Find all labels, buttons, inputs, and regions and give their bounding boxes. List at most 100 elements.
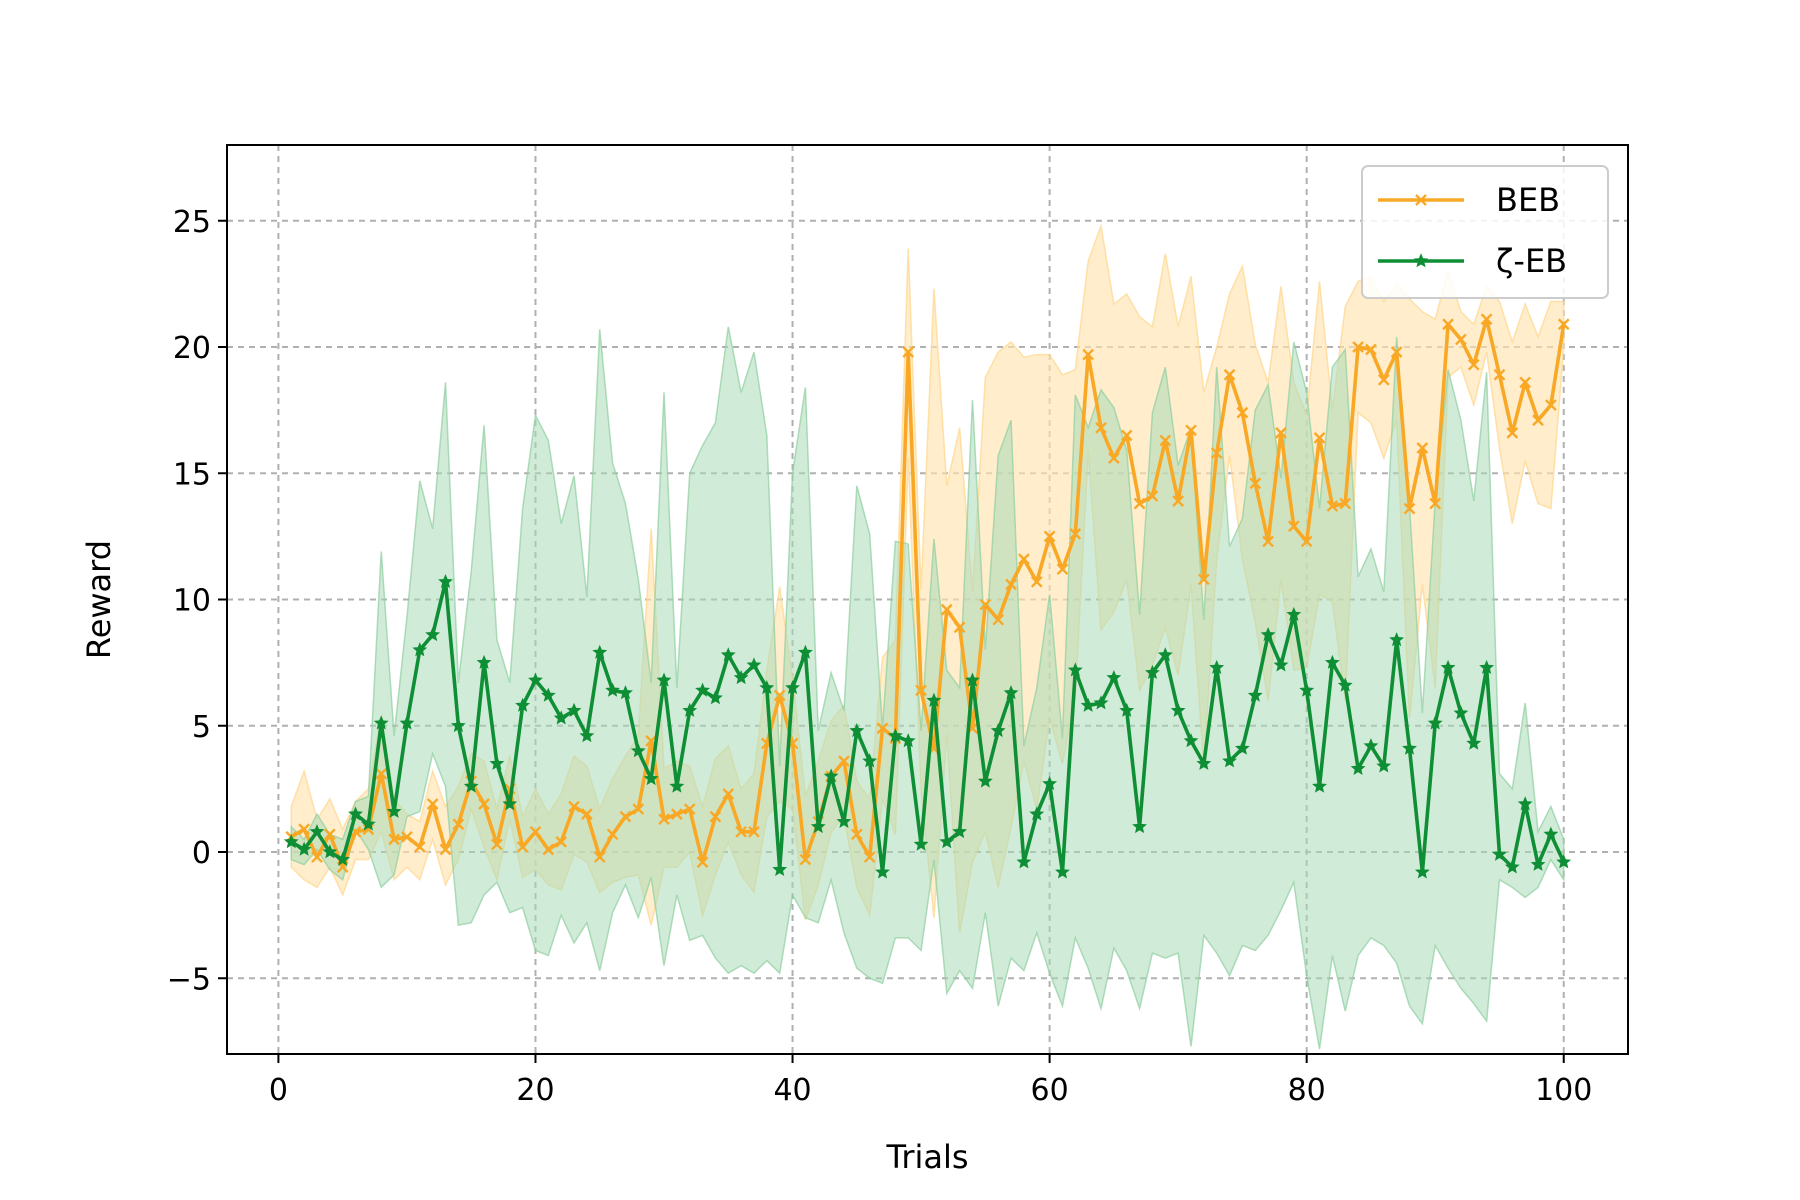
data-point-zeta-eb xyxy=(1363,738,1379,753)
data-point-zeta-eb xyxy=(1196,755,1212,770)
data-point-zeta-eb xyxy=(322,844,338,859)
marker-stroke xyxy=(850,828,863,841)
data-point-zeta-eb xyxy=(579,728,595,743)
marker-stroke xyxy=(298,823,310,836)
data-point-zeta-eb xyxy=(463,778,479,793)
series-line-zeta-eb xyxy=(290,580,1566,875)
marker-stroke xyxy=(696,856,709,868)
marker-stroke xyxy=(1185,424,1197,437)
data-point-beb xyxy=(1506,427,1519,439)
data-point-beb xyxy=(542,843,555,856)
marker-stroke xyxy=(735,825,747,838)
data-point-zeta-eb xyxy=(1119,702,1135,717)
marker-stroke xyxy=(1069,528,1082,540)
data-point-beb xyxy=(799,853,812,866)
data-point-zeta-eb xyxy=(348,806,363,821)
marker-stroke xyxy=(915,684,927,697)
data-point-beb xyxy=(1467,358,1480,371)
data-point-zeta-eb xyxy=(1042,776,1058,791)
marker-stroke xyxy=(1339,497,1352,510)
marker-stroke xyxy=(1365,343,1377,356)
data-point-zeta-eb xyxy=(939,834,955,849)
data-point-beb xyxy=(426,798,439,810)
marker-stroke xyxy=(838,755,850,767)
marker-stroke xyxy=(1275,427,1287,439)
data-point-zeta-eb xyxy=(913,836,929,851)
marker-stroke xyxy=(349,825,362,838)
data-point-beb xyxy=(311,851,323,863)
marker-stroke xyxy=(439,843,452,856)
data-point-beb xyxy=(1172,495,1184,507)
data-point-beb xyxy=(516,841,529,853)
data-point-beb xyxy=(863,851,876,863)
marker-stroke xyxy=(979,598,992,611)
data-point-zeta-eb xyxy=(1299,682,1315,697)
data-point-beb xyxy=(850,828,863,841)
data-point-beb xyxy=(478,798,490,810)
marker-stroke xyxy=(1005,578,1017,591)
marker-stroke xyxy=(1223,368,1236,381)
y-tick-label: 25 xyxy=(173,205,211,240)
data-point-beb xyxy=(1210,447,1223,459)
marker-stroke xyxy=(1519,376,1532,389)
data-point-beb xyxy=(1082,348,1095,361)
data-point-beb xyxy=(1185,424,1197,437)
data-point-zeta-eb xyxy=(1273,657,1289,672)
data-point-zeta-eb xyxy=(373,715,389,730)
marker-stroke xyxy=(1480,313,1493,326)
data-point-beb xyxy=(632,803,645,815)
data-point-zeta-eb xyxy=(1504,859,1520,874)
data-point-zeta-eb xyxy=(630,743,646,758)
data-point-beb xyxy=(1030,575,1043,588)
x-tick-label: 40 xyxy=(773,1073,811,1108)
data-point-beb xyxy=(1493,368,1506,381)
marker-stroke xyxy=(709,810,722,823)
data-point-zeta-eb xyxy=(1093,695,1109,710)
data-point-zeta-eb xyxy=(1157,647,1173,662)
marker-stroke xyxy=(323,828,336,841)
data-point-beb xyxy=(953,621,966,634)
confidence-bands xyxy=(290,222,1565,1050)
data-point-zeta-eb xyxy=(887,728,903,743)
data-point-zeta-eb xyxy=(1337,677,1353,692)
data-point-zeta-eb xyxy=(823,768,839,783)
marker-stroke xyxy=(478,798,490,810)
marker-stroke xyxy=(388,833,400,846)
marker-stroke xyxy=(1429,497,1442,510)
marker-stroke xyxy=(632,803,645,815)
data-point-beb xyxy=(1120,429,1133,442)
data-point-beb xyxy=(1133,497,1146,510)
data-point-beb xyxy=(658,813,670,826)
marker-stroke xyxy=(1300,535,1313,548)
data-point-zeta-eb xyxy=(900,733,916,748)
data-point-zeta-eb xyxy=(1183,733,1199,748)
data-point-beb xyxy=(696,856,709,868)
data-point-beb xyxy=(1429,497,1442,510)
data-point-beb xyxy=(323,828,336,841)
series-lines xyxy=(283,313,1572,879)
marker-stroke xyxy=(1082,348,1095,361)
data-point-beb xyxy=(1056,563,1069,576)
data-point-beb xyxy=(1339,497,1352,510)
marker-stroke xyxy=(1133,497,1146,510)
data-point-beb xyxy=(568,800,580,813)
marker-stroke xyxy=(1532,414,1544,427)
marker-stroke xyxy=(491,838,503,851)
data-point-zeta-eb xyxy=(720,647,736,662)
data-point-zeta-eb xyxy=(1029,806,1045,821)
marker-stroke xyxy=(748,825,760,838)
data-point-zeta-eb xyxy=(849,722,865,738)
y-tick-label: 5 xyxy=(192,710,211,745)
legend-label-zeta-eb: ζ-EB xyxy=(1496,242,1567,280)
data-point-zeta-eb xyxy=(797,644,813,659)
data-point-zeta-eb xyxy=(1209,659,1225,674)
data-point-zeta-eb xyxy=(1414,864,1430,879)
data-point-zeta-eb xyxy=(656,672,672,687)
data-point-zeta-eb xyxy=(810,818,826,834)
marker-stroke xyxy=(1390,346,1403,358)
data-point-zeta-eb xyxy=(1247,687,1263,702)
marker-stroke xyxy=(940,603,953,616)
data-point-beb xyxy=(979,598,992,611)
data-point-zeta-eb xyxy=(862,753,878,768)
data-point-beb xyxy=(671,808,683,820)
